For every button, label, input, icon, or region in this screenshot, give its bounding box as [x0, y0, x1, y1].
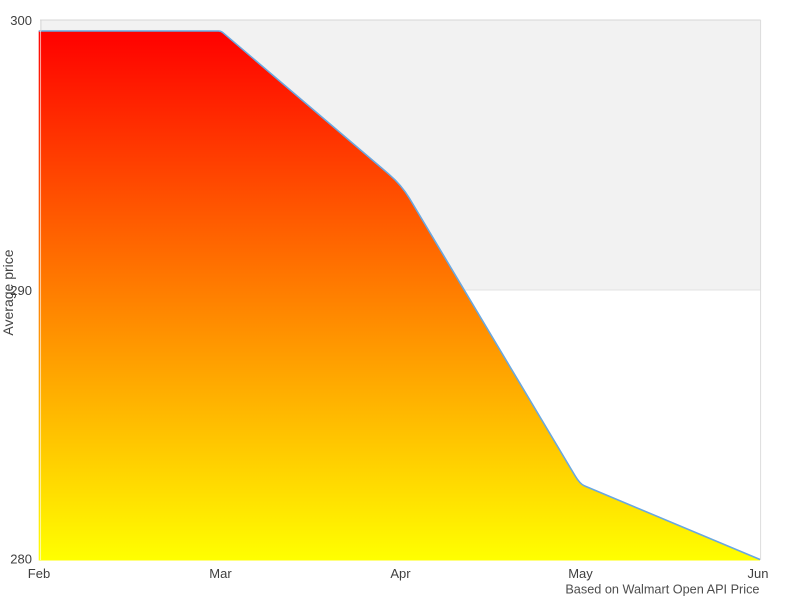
- svg-text:Apr: Apr: [390, 566, 411, 581]
- svg-text:300: 300: [10, 13, 32, 28]
- svg-text:Mar: Mar: [209, 566, 232, 581]
- svg-text:Jun: Jun: [748, 566, 769, 581]
- svg-text:280: 280: [10, 552, 32, 567]
- svg-text:290: 290: [10, 283, 32, 298]
- svg-text:Average price: Average price: [0, 249, 16, 335]
- svg-text:May: May: [568, 566, 593, 581]
- svg-text:Based on Walmart Open API Pric: Based on Walmart Open API Price: [565, 583, 759, 597]
- svg-text:Feb: Feb: [28, 566, 50, 581]
